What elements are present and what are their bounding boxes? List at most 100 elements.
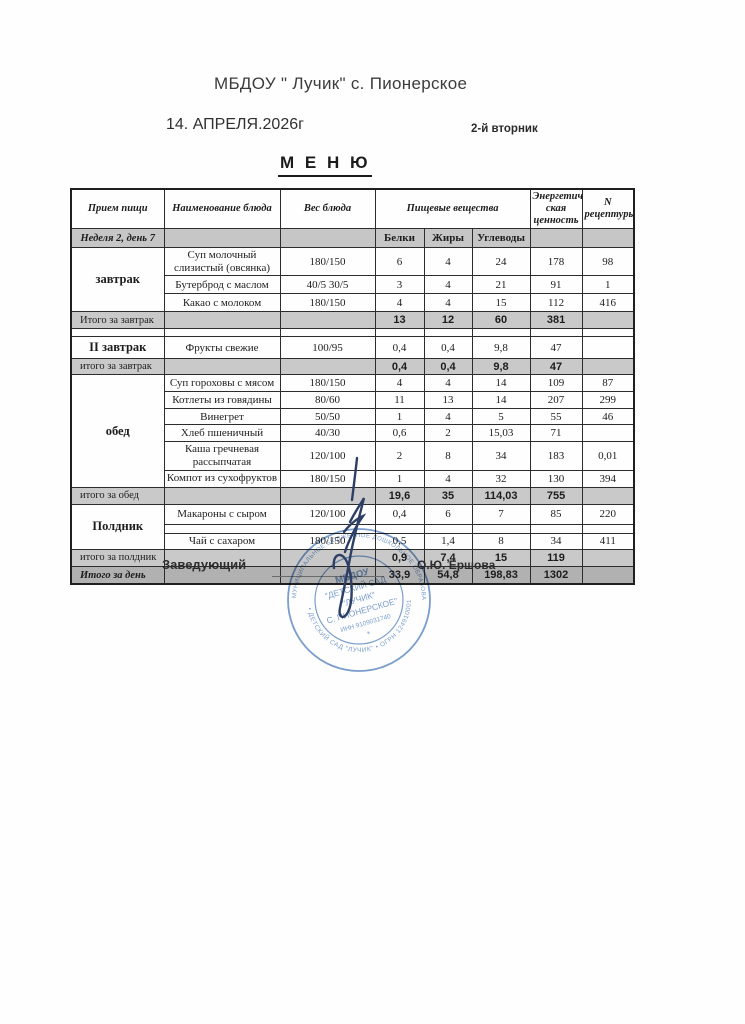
header-meal: Прием пищи: [70, 188, 165, 230]
empty-cell: [279, 358, 376, 376]
recipe-cell: 416: [581, 293, 635, 313]
protein-cell: 6: [374, 247, 425, 277]
energy-cell: 85: [529, 503, 583, 525]
summary-label-cell: итого за полдник: [70, 548, 165, 567]
energy-cell: 381: [529, 311, 583, 330]
carbs-cell: 5: [471, 408, 531, 426]
table-row-dish: Компот из сухофруктов 180/150 1 4 32 130 394: [71, 469, 635, 488]
table-row-dish: завтрак Суп молочный слизистый (овсянка) 1…: [70, 247, 635, 313]
fat-cell: 13: [423, 391, 473, 410]
empty-cell: [581, 328, 635, 338]
meal-cell: Полдник: [70, 503, 165, 550]
table-row-dish: Каша гречневая рассыпчатая 120/100 2 8 34 183…: [71, 441, 635, 471]
empty-cell: [163, 328, 281, 338]
org-title: МБДОУ " Лучик" с. Пионерское: [214, 74, 468, 93]
weight-cell: 40/30: [279, 424, 376, 443]
summary-label-cell: итого за обед: [70, 486, 165, 505]
empty-cell: [581, 311, 635, 330]
table-row-summary: Итого за завтрак 13 12 60 381: [70, 311, 635, 330]
table-header-row: Прием пищи Наименование блюда Вес блюда …: [70, 188, 635, 230]
week-row: Неделя 2, день 7 Белки Жиры Углеводы: [70, 228, 635, 249]
protein-cell: 4: [374, 293, 425, 313]
protein-cell: 0,6: [374, 424, 425, 443]
dish-name-cell: Котлеты из говядины: [163, 391, 281, 410]
carbs-cell: 15: [471, 548, 531, 567]
table-row-spacer: [70, 328, 635, 338]
recipe-cell: 411: [581, 532, 635, 550]
empty-cell: [529, 328, 583, 338]
table-row-dish: II завтрак Фрукты свежие 100/95 0,4 0,4 9,8 47: [70, 336, 635, 360]
carbs-cell: 15,03: [471, 424, 531, 443]
fat-cell: 0,4: [423, 336, 473, 360]
empty-cell: [374, 328, 425, 338]
energy-cell: 178: [529, 247, 583, 277]
recipe-cell: 46: [581, 408, 635, 426]
carbs-cell: 21: [471, 275, 531, 295]
carbs-cell: [471, 523, 531, 534]
energy-cell: 47: [529, 358, 583, 376]
weekday-label: 2-й вторник: [471, 123, 538, 135]
recipe-cell: [581, 336, 635, 360]
protein-cell: 13: [374, 311, 425, 330]
carbs-cell: 7: [471, 503, 531, 525]
dish-name-cell: Суп молочный слизистый (овсянка): [163, 247, 281, 277]
dish-name-cell: Хлеб пшеничный: [163, 424, 281, 443]
fat-cell: 4: [423, 247, 473, 277]
header-carbs: Углеводы: [471, 228, 531, 249]
table-row-dish: обед Суп гороховы с мясом 180/150 4 4 14 109 87: [70, 374, 635, 488]
recipe-cell: 220: [581, 503, 635, 525]
svg-text:*: *: [366, 629, 371, 639]
fat-cell: 0,4: [423, 358, 473, 376]
recipe-cell: 98: [581, 247, 635, 277]
carbs-cell: 60: [471, 311, 531, 330]
empty-cell: [70, 328, 165, 338]
fat-cell: 1,4: [423, 532, 473, 550]
energy-cell: 47: [529, 336, 583, 360]
fat-cell: 7,4: [423, 548, 473, 567]
signature-strokes: [332, 456, 367, 619]
menu-date: 14. АПРЕЛЯ.2026г: [166, 116, 304, 133]
header-fat: Жиры: [423, 228, 473, 249]
energy-cell: 109: [529, 374, 583, 393]
recipe-cell: 299: [581, 391, 635, 410]
weight-cell: 180/150: [279, 374, 376, 393]
energy-cell: 755: [529, 486, 583, 505]
menu-table-body: завтрак Суп молочный слизистый (овсянка) 1…: [70, 247, 635, 585]
empty-cell: [471, 328, 531, 338]
header-energy: Энергетиче ская ценность: [529, 188, 583, 230]
weight-cell: 100/95: [279, 336, 376, 360]
dish-name-cell: Фрукты свежие: [163, 336, 281, 360]
empty-cell: [163, 228, 281, 249]
energy-cell: [529, 523, 583, 534]
protein-cell: 11: [374, 391, 425, 410]
table-row-total: Итого за день 33,9 54,8 198,83 1302: [70, 565, 635, 585]
energy-cell: 183: [529, 441, 583, 471]
fat-cell: 8: [423, 441, 473, 471]
energy-cell: 207: [529, 391, 583, 410]
table-row-summary: итого за завтрак 0,4 0,4 9,8 47: [70, 358, 635, 376]
protein-cell: 0,4: [374, 336, 425, 360]
recipe-cell: 1: [581, 275, 635, 295]
protein-cell: 19,6: [374, 486, 425, 505]
stamp-seal: МУНИЦИПАЛЬНОЕ БЮДЖЕТНОЕ ДОШКОЛЬНОЕ ОБРАЗ…: [253, 512, 431, 672]
energy-cell: 34: [529, 532, 583, 550]
energy-cell: 71: [529, 424, 583, 443]
carbs-cell: 15: [471, 293, 531, 313]
table-row-summary: итого за обед 19,6 35 114,03 755: [70, 486, 635, 505]
summary-label-cell: Итого за завтрак: [70, 311, 165, 330]
energy-cell: 91: [529, 275, 583, 295]
energy-cell: 119: [529, 548, 583, 567]
protein-cell: 1: [374, 408, 425, 426]
stamp-circles: [287, 528, 431, 672]
header-protein: Белки: [374, 228, 425, 249]
meal-cell: завтрак: [70, 247, 165, 313]
fat-cell: 4: [423, 469, 473, 488]
energy-cell: 112: [529, 293, 583, 313]
carbs-cell: 14: [471, 374, 531, 393]
signature-ink: [332, 456, 367, 619]
table-row-dish: Хлеб пшеничный 40/30 0,6 2 15,03 71: [71, 424, 635, 443]
fat-cell: 4: [423, 408, 473, 426]
carbs-cell: 8: [471, 532, 531, 550]
empty-cell: [163, 311, 281, 330]
